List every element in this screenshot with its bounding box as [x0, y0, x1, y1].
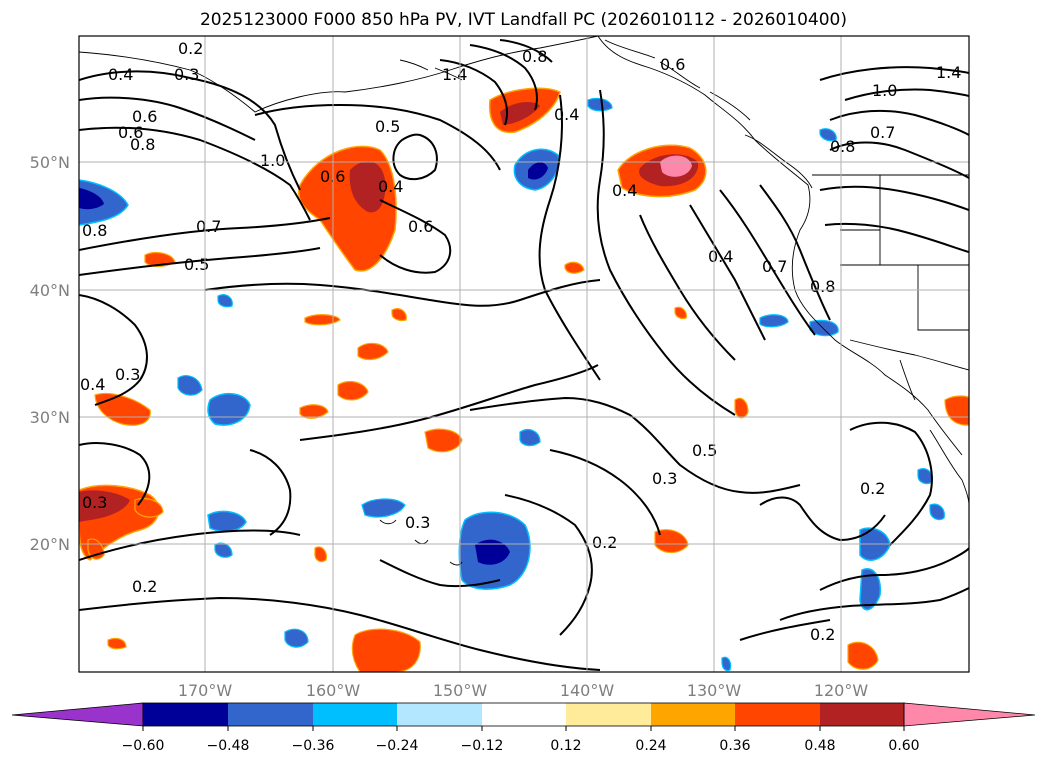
contour-label: 0.8 [830, 137, 855, 156]
colorbar-tick-label: −0.60 [122, 738, 165, 754]
lon-label: 150°W [433, 681, 488, 700]
colorbar-tick-label: −0.24 [376, 738, 419, 754]
contour-label: 0.5 [184, 255, 209, 274]
colorbar-segment [482, 703, 566, 726]
colorbar-extend-right [903, 702, 1036, 727]
contour-label: 1.4 [936, 63, 961, 82]
contour-label: 0.6 [132, 107, 157, 126]
colorbar-segment [820, 703, 904, 726]
contour-label: 0.3 [115, 365, 140, 384]
colorbar-tick-label: 0.60 [888, 738, 919, 754]
contour-label: 0.4 [612, 181, 637, 200]
map-title: 2025123000 F000 850 hPa PV, IVT Landfall… [199, 10, 847, 30]
colorbar: −0.60 −0.48 −0.36 −0.24 −0.12 0.12 0.24 … [11, 702, 1036, 754]
contour-label: 0.4 [708, 247, 733, 266]
colorbar-tick-label: 0.24 [635, 738, 666, 754]
lon-label: 160°W [306, 681, 361, 700]
colorbar-tick-label: −0.48 [207, 738, 250, 754]
lon-label: 130°W [687, 681, 742, 700]
contour-label: 0.3 [82, 493, 107, 512]
contour-label: 0.2 [860, 479, 885, 498]
contour-label: 0.5 [375, 117, 400, 136]
contour-label: 0.8 [522, 47, 547, 66]
colorbar-segment [397, 703, 482, 726]
lon-label: 170°W [178, 681, 233, 700]
contour-label: 0.2 [592, 533, 617, 552]
contour-label: 0.7 [762, 257, 787, 276]
contour-label: 0.7 [870, 123, 895, 142]
colorbar-tick-label: −0.12 [461, 738, 504, 754]
lat-label: 50°N [30, 153, 70, 172]
colorbar-tick-label: 0.48 [804, 738, 835, 754]
colorbar-segment [651, 703, 735, 726]
contour-label: 0.8 [82, 221, 107, 240]
contour-label: 0.4 [554, 105, 579, 124]
contour-label: 0.5 [692, 441, 717, 460]
lon-label: 120°W [814, 681, 869, 700]
contour-label: 1.0 [260, 151, 285, 170]
gridlines [79, 36, 969, 672]
colorbar-tick-label: 0.12 [550, 738, 581, 754]
longitude-labels: 170°W 160°W 150°W 140°W 130°W 120°W [178, 681, 869, 700]
contour-label: 0.6 [408, 217, 433, 236]
colorbar-segment [566, 703, 651, 726]
colorbar-segment [735, 703, 820, 726]
contour-label: 0.2 [132, 577, 157, 596]
negative-anomaly-shading [79, 97, 945, 672]
lat-label: 30°N [30, 408, 70, 427]
contour-label: 0.7 [196, 217, 221, 236]
contour-label: 0.3 [405, 513, 430, 532]
contour-label: 0.6 [118, 123, 143, 142]
contour-label: 0.8 [810, 277, 835, 296]
lat-label: 40°N [30, 281, 70, 300]
latitude-labels: 50°N 40°N 30°N 20°N [30, 153, 70, 554]
contour-label: 0.2 [178, 39, 203, 58]
colorbar-tick-label: 0.36 [719, 738, 750, 754]
colorbar-segment [313, 703, 397, 726]
colorbar-segment [143, 703, 228, 726]
plot-area: 0.2 0.3 0.4 0.6 0.6 0.8 1.0 0.7 0.5 0.8 … [79, 36, 969, 672]
contour-label: 0.4 [80, 375, 105, 394]
contour-label: 0.4 [378, 177, 403, 196]
contour-label: 0.6 [660, 55, 685, 74]
contour-labels: 0.2 0.3 0.4 0.6 0.6 0.8 1.0 0.7 0.5 0.8 … [80, 39, 961, 644]
colorbar-extend-left [11, 702, 144, 727]
plot-frame [78, 35, 970, 673]
colorbar-segment [228, 703, 313, 726]
contour-label: 0.3 [174, 65, 199, 84]
contour-label: 1.4 [442, 65, 467, 84]
contour-label: 0.2 [810, 625, 835, 644]
contour-label: 0.3 [652, 469, 677, 488]
coastlines [79, 36, 969, 566]
contour-label: 0.4 [108, 65, 133, 84]
lon-label: 140°W [560, 681, 615, 700]
lat-label: 20°N [30, 535, 70, 554]
contour-label: 1.0 [872, 81, 897, 100]
colorbar-tick-label: −0.36 [292, 738, 335, 754]
pv-contours [79, 39, 969, 671]
contour-label: 0.8 [130, 135, 155, 154]
